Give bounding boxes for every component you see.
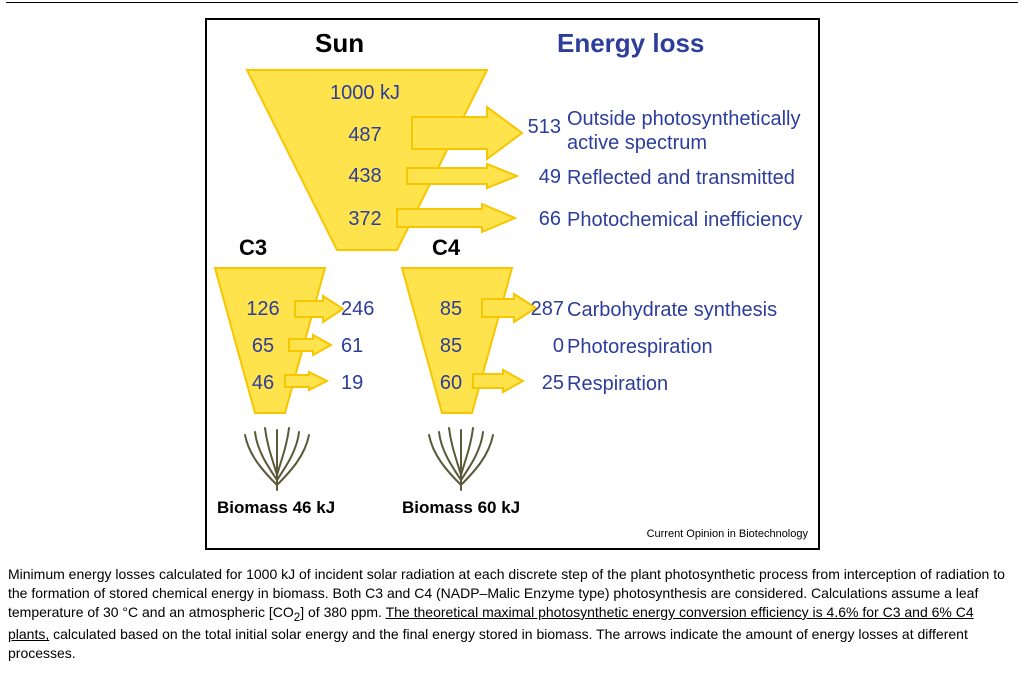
arrow-c3-0 — [295, 296, 343, 322]
credit-text: Current Opinion in Biotechnology — [647, 528, 808, 540]
c4-title: C4 — [432, 235, 460, 261]
lower-label-2: Respiration — [567, 372, 668, 396]
main-stage1-label: Reflected and transmitted — [567, 166, 795, 190]
main-stage2-loss: 66 — [515, 208, 561, 231]
lower-label-0: Carbohydrate synthesis — [567, 298, 777, 322]
top-rule — [6, 2, 1018, 3]
c3-s0-left: 126 — [233, 298, 293, 321]
main-stage2-left: 372 — [325, 208, 405, 231]
arrow-c3-1 — [289, 335, 331, 355]
arrow-main-0 — [412, 107, 522, 159]
arrow-c3-2 — [285, 372, 327, 390]
main-stage0-left: 487 — [325, 124, 405, 147]
main-start-value: 1000 kJ — [325, 82, 405, 105]
c4-s1-loss: 0 — [518, 335, 564, 358]
c3-s0-loss: 246 — [341, 298, 387, 321]
arrow-main-1 — [407, 164, 517, 188]
energy-loss-title: Energy loss — [557, 28, 704, 59]
caption-part-b: ] of 380 ppm. — [300, 604, 385, 620]
main-stage0-label: Outside photosynthetically active spectr… — [567, 107, 817, 155]
main-stage2-label: Photochemical inefficiency — [567, 208, 802, 232]
main-stage1-left: 438 — [325, 165, 405, 188]
caption-part-c: calculated based on the total initial so… — [8, 626, 968, 661]
plant-c3-icon — [237, 410, 317, 490]
main-stage1-loss: 49 — [515, 166, 561, 189]
diagram-frame: Sun Energy loss 1000 kJ 487 438 372 513 … — [205, 18, 820, 550]
arrow-main-2 — [397, 204, 515, 232]
lower-label-1: Photorespiration — [567, 335, 713, 359]
c4-s1-left: 85 — [421, 335, 481, 358]
c3-biomass: Biomass 46 kJ — [217, 498, 335, 518]
c3-s2-loss: 19 — [341, 372, 387, 395]
arrow-c4-2 — [473, 370, 523, 392]
c4-s0-left: 85 — [421, 298, 481, 321]
c3-title: C3 — [239, 235, 267, 261]
c3-s1-left: 65 — [233, 335, 293, 358]
sun-title: Sun — [315, 28, 364, 59]
caption-text: Minimum energy losses calculated for 100… — [8, 565, 1016, 663]
c4-s2-loss: 25 — [518, 372, 564, 395]
c3-s1-loss: 61 — [341, 335, 387, 358]
main-stage0-loss: 513 — [515, 116, 561, 139]
c4-s0-loss: 287 — [518, 298, 564, 321]
c4-biomass: Biomass 60 kJ — [402, 498, 520, 518]
plant-c4-icon — [421, 410, 501, 490]
